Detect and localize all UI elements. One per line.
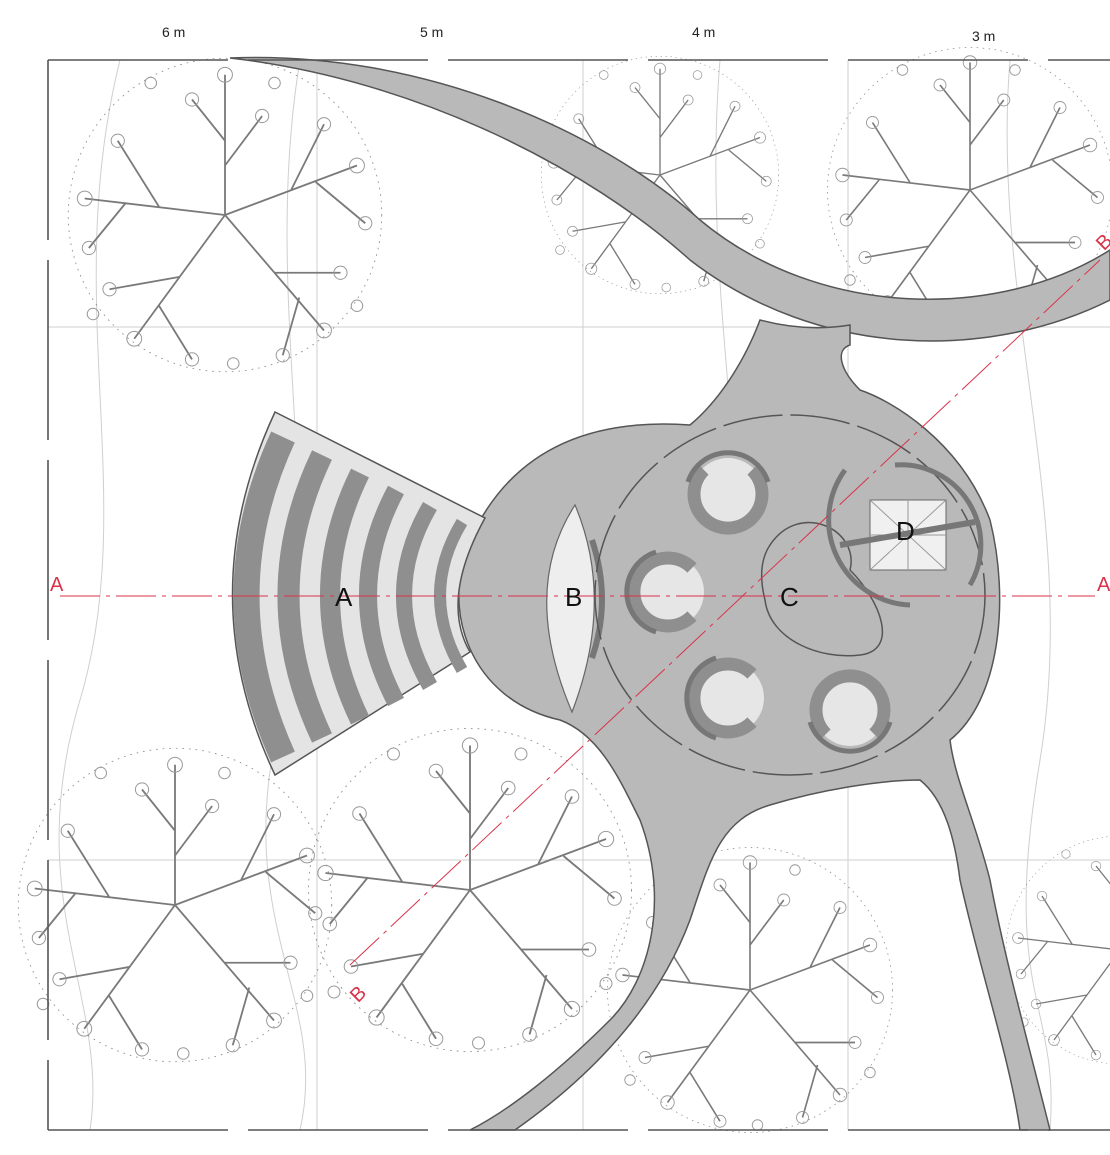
amphitheatre-seating	[231, 410, 487, 777]
section-lines	[60, 259, 1101, 966]
section-a-right-label: A	[1097, 574, 1110, 596]
stage	[546, 503, 605, 714]
zone-c-label: C	[780, 582, 799, 612]
section-b-top-label: B	[1092, 230, 1110, 255]
dimension-labels: 6 m 5 m 4 m 3 m	[162, 24, 995, 44]
zone-d-label: D	[896, 516, 915, 546]
dim-label-4: 3 m	[972, 28, 995, 44]
zone-labels: A B C D	[335, 516, 915, 612]
section-b-bottom-label: B	[346, 982, 371, 1007]
plaza-ring	[594, 414, 986, 776]
upper-curved-path	[229, 56, 1110, 342]
zone-a-label: A	[335, 582, 353, 612]
dim-label-2: 5 m	[420, 24, 443, 40]
drawing-frame	[47, 59, 1110, 1131]
horseshoe-seats	[624, 450, 893, 754]
dim-label-1: 6 m	[162, 24, 185, 40]
section-a-left-label: A	[50, 574, 64, 596]
pavilion	[826, 462, 984, 608]
dim-label-3: 4 m	[692, 24, 715, 40]
zone-b-label: B	[565, 582, 582, 612]
